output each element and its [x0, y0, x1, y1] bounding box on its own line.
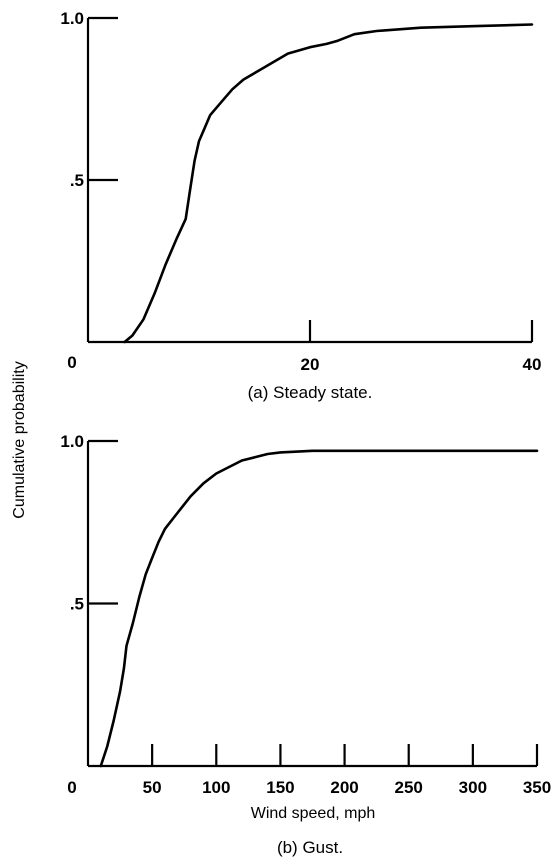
cdf-series-line	[99, 449, 539, 768]
panel-caption: (b) Gust.	[277, 838, 343, 857]
x-tick-label: 100	[202, 778, 230, 797]
y-tick-label: 1.0	[60, 432, 84, 451]
x-tick-label: 40	[523, 355, 542, 374]
x-tick-label: 250	[395, 778, 423, 797]
x-tick-label: 200	[330, 778, 358, 797]
x-tick-label: 50	[143, 778, 162, 797]
x-axis-label: Wind speed, mph	[251, 805, 376, 822]
x-tick-label: 150	[266, 778, 294, 797]
y-tick-label: .5	[70, 171, 84, 190]
x-tick-label: 20	[301, 355, 320, 374]
y-tick-label: 0	[67, 353, 76, 372]
x-tick-label: 300	[459, 778, 487, 797]
panel-caption: (a) Steady state.	[248, 383, 373, 402]
y-tick-label: .5	[70, 595, 84, 614]
y-tick-label: 1.0	[60, 9, 84, 28]
cdf-series-line	[123, 23, 534, 344]
y-axis-label: Cumulative probability	[11, 361, 28, 518]
panel-b-gust: .5 1.0 0 50 100 150 200 250 300 350 (b) Gust.	[60, 432, 551, 857]
x-tick-label: 350	[523, 778, 551, 797]
x-tick-label: 0	[67, 778, 76, 797]
panel-a-steady-state: 0 .5 1.0 20 40 (a) Steady state.	[60, 9, 541, 402]
